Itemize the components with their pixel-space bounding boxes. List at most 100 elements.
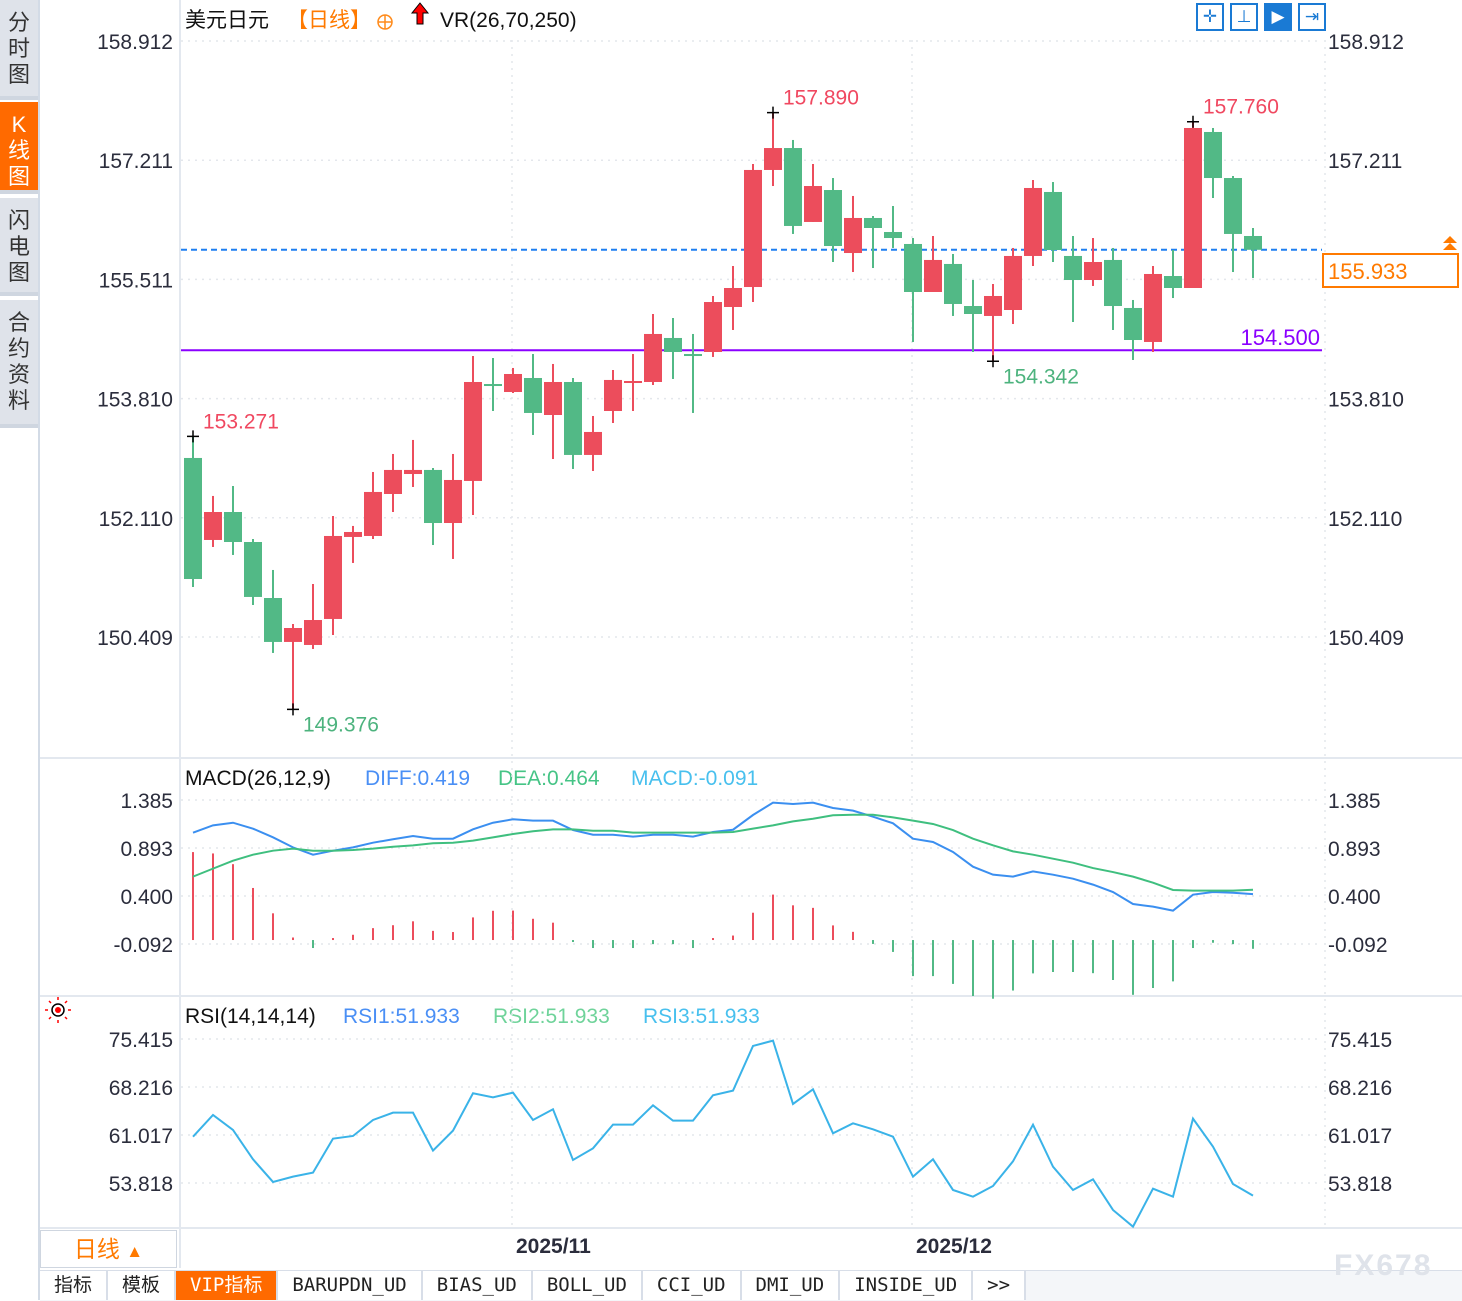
candle-down	[1044, 191, 1062, 251]
triangle-up-icon: ▲	[126, 1242, 144, 1261]
candle-down	[684, 354, 702, 357]
candle-down	[944, 263, 962, 304]
y-tick-label-right: 75.415	[1328, 1029, 1392, 1052]
y-tick-label-left: 0.400	[120, 886, 173, 909]
candle-up	[404, 469, 422, 475]
sidebar-tab-label: 合约资料	[7, 310, 30, 413]
candle-up	[464, 381, 482, 481]
crosshair-icon[interactable]: ✛	[1196, 3, 1224, 31]
current-price-box	[1322, 253, 1459, 288]
play-forward-icon[interactable]: ▶	[1264, 3, 1292, 31]
support-line-label: 154.500	[1240, 325, 1320, 350]
rsi-line	[192, 1039, 1254, 1229]
sidebar-tab-label: K线图	[7, 112, 30, 189]
sidebar-tab-kline[interactable]: K线图	[0, 102, 38, 194]
candle-up	[644, 333, 662, 382]
alert-sun-icon[interactable]	[45, 997, 71, 1023]
candle-down	[784, 148, 802, 226]
low-price-label: 154.342	[1003, 365, 1079, 388]
candle-down	[964, 306, 982, 315]
x-tick-label: 2025/11	[516, 1235, 591, 1258]
tab-templates[interactable]: 模板	[108, 1271, 177, 1300]
candle-up	[1184, 127, 1202, 288]
candle-up	[284, 628, 302, 642]
candle-down	[904, 243, 922, 292]
candle-up	[504, 373, 522, 393]
macd-histogram-value: MACD:-0.091	[631, 767, 758, 790]
candle-up	[924, 259, 942, 292]
y-tick-label-right: 61.017	[1328, 1125, 1392, 1148]
candle-up	[1024, 187, 1042, 256]
candle-down	[1224, 178, 1242, 234]
y-tick-label-left: -0.092	[113, 934, 173, 957]
extreme-marker	[287, 703, 299, 716]
circle-plus-icon[interactable]	[377, 14, 393, 30]
candle-down	[824, 190, 842, 247]
candle-down	[1064, 255, 1082, 281]
candle-up	[364, 491, 382, 536]
period-selector[interactable]: 日线 ▲	[40, 1230, 177, 1268]
period-label[interactable]: 【日线】	[287, 9, 371, 32]
candle-up	[304, 620, 322, 645]
candle-down	[1164, 276, 1182, 288]
sidebar-tab-contract-info[interactable]: 合约资料	[0, 300, 38, 428]
candle-up	[764, 148, 782, 170]
candle-down	[1204, 131, 1222, 179]
indicator-label[interactable]: VR(26,70,250)	[440, 9, 577, 32]
macd-dea-value: DEA:0.464	[498, 767, 600, 790]
y-tick-label-left: 152.110	[99, 508, 173, 531]
sidebar: 分时图 K线图 闪电图 合约资料	[0, 0, 40, 1300]
tab-bias[interactable]: BIAS_UD	[422, 1271, 533, 1300]
candle-up	[584, 431, 602, 455]
tab-cci[interactable]: CCI_UD	[642, 1271, 742, 1300]
chart-toolbar: ✛ ⊥ ▶ ⇥	[1196, 3, 1326, 31]
sidebar-tab-flash[interactable]: 闪电图	[0, 198, 38, 296]
macd-title[interactable]: MACD(26,12,9)	[185, 767, 331, 790]
tab-indicators[interactable]: 指标	[40, 1271, 109, 1300]
y-tick-label-left: 68.216	[109, 1077, 173, 1100]
candle-up	[204, 512, 222, 540]
candle-down	[264, 598, 282, 642]
y-tick-label-left: 61.017	[109, 1125, 173, 1148]
macd-diff-value: DIFF:0.419	[365, 767, 470, 790]
y-tick-label-left: 0.893	[120, 838, 173, 861]
candle-down	[1124, 307, 1142, 341]
candle-down	[524, 377, 542, 413]
candle-down	[484, 384, 502, 387]
jump-to-end-icon[interactable]: ⇥	[1298, 3, 1326, 31]
candle-down	[864, 217, 882, 229]
y-tick-label-left: 157.211	[99, 150, 173, 173]
y-tick-label-right: 68.216	[1328, 1077, 1392, 1100]
sidebar-tab-timeshare[interactable]: 分时图	[0, 0, 38, 100]
symbol-title: 美元日元	[185, 9, 269, 32]
macd-dea-line	[192, 813, 1254, 892]
tab-dmi[interactable]: DMI_UD	[741, 1271, 841, 1300]
candle-down	[1104, 259, 1122, 307]
low-price-label: 149.376	[303, 713, 379, 736]
range-select-icon[interactable]: ⊥	[1230, 3, 1258, 31]
sidebar-tab-label: 闪电图	[7, 208, 30, 285]
period-selector-label: 日线	[73, 1236, 120, 1262]
candle-up	[1004, 255, 1022, 311]
tab-boll[interactable]: BOLL_UD	[532, 1271, 643, 1300]
rsi2-value: RSI2:51.933	[493, 1005, 610, 1028]
y-tick-label-right: 0.893	[1328, 838, 1381, 861]
candle-up	[984, 295, 1002, 316]
rsi-title[interactable]: RSI(14,14,14)	[185, 1005, 316, 1028]
y-tick-label-right: 0.400	[1328, 886, 1381, 909]
tab-barupdn[interactable]: BARUPDN_UD	[278, 1271, 423, 1300]
current-price-label: 155.933	[1328, 259, 1408, 284]
candle-up	[324, 535, 342, 619]
candle-down	[564, 381, 582, 455]
x-tick-label: 2025/12	[916, 1235, 992, 1258]
tab-vip-indicators[interactable]: VIP指标	[176, 1271, 279, 1300]
candle-down	[424, 469, 442, 524]
y-tick-label-right: 1.385	[1328, 790, 1381, 813]
rsi3-value: RSI3:51.933	[643, 1005, 760, 1028]
candle-up	[1144, 273, 1162, 342]
tab-more[interactable]: >>	[973, 1271, 1027, 1300]
y-tick-label-right: 158.912	[1328, 31, 1404, 54]
tab-inside[interactable]: INSIDE_UD	[840, 1271, 974, 1300]
double-chevron-up-icon[interactable]	[1443, 236, 1457, 250]
